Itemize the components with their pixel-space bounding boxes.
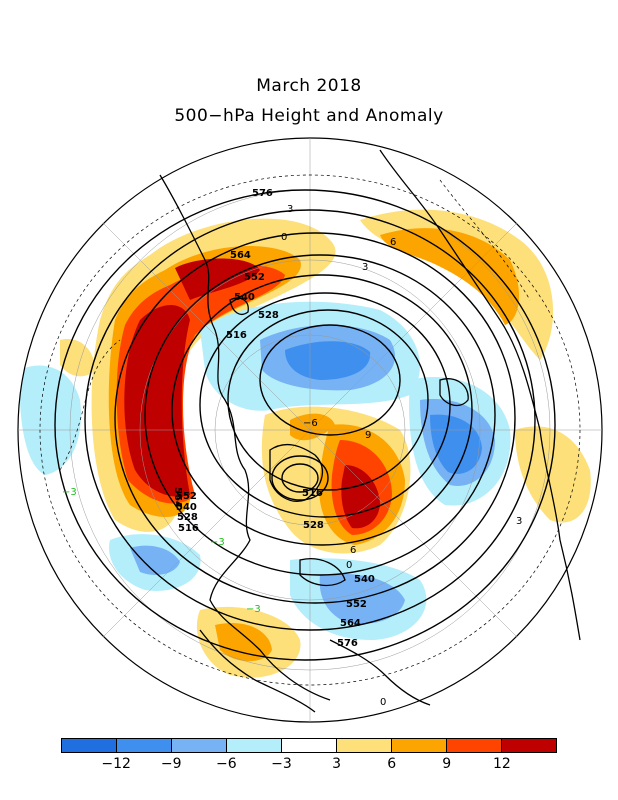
height-contour-label: 528 <box>303 520 324 531</box>
colorbar-tick-label: −6 <box>216 756 237 772</box>
colorbar-swatch <box>117 739 172 752</box>
height-contour <box>199 292 451 518</box>
coastline <box>379 149 581 641</box>
height-contour-layer <box>54 189 556 661</box>
height-contour <box>259 324 401 436</box>
anomaly-positive-region <box>215 622 272 662</box>
height-contour-label: 552 <box>176 491 197 502</box>
anomaly-contour-label: 6 <box>350 545 356 556</box>
colorbar-swatch <box>337 739 392 752</box>
coastline <box>199 629 316 713</box>
colorbar-swatch <box>282 739 337 752</box>
coastline <box>159 174 331 701</box>
map-title: March 2018 <box>256 76 362 96</box>
height-contour-label: 528 <box>258 310 279 321</box>
anomaly-contour-label: 0 <box>380 697 386 708</box>
height-contour-label: 552 <box>244 272 265 283</box>
coastline <box>299 558 346 587</box>
colorbar-tick-label: −9 <box>160 756 182 772</box>
height-contour-label: 528 <box>177 512 198 523</box>
height-contour <box>271 455 329 501</box>
coastline <box>439 378 469 407</box>
height-label-layer: 576 564 552 540 528 516 564 552 540 528 … <box>172 188 375 649</box>
height-contour <box>54 189 556 661</box>
height-contour <box>171 274 473 546</box>
longitude-line <box>102 222 518 638</box>
anomaly-contour <box>59 339 121 471</box>
anomaly-contour-label: 0 <box>281 232 287 243</box>
anomaly-contour-label: −6 <box>303 418 318 429</box>
height-contour-label: 540 <box>176 502 197 513</box>
colorbar-swatch <box>62 739 117 752</box>
anomaly-negative-region <box>19 365 81 475</box>
height-contour-label: 576 <box>252 188 273 199</box>
anomaly-negative-region <box>285 341 371 380</box>
colorbar-swatch <box>502 739 556 752</box>
colorbar-tick-label: 9 <box>442 756 452 772</box>
colorbar-swatch <box>172 739 227 752</box>
height-contour-label: 516 <box>178 523 199 534</box>
height-contour-label: 516 <box>226 330 247 341</box>
coastline <box>269 443 324 502</box>
anomaly-negative-region <box>430 414 482 474</box>
anomaly-contour-label: −3 <box>246 604 261 615</box>
colorbar-swatch <box>227 739 282 752</box>
anomaly-positive-region <box>515 426 591 523</box>
anomaly-contour <box>39 174 581 686</box>
map-subtitle: 500−hPa Height and Anomaly <box>174 106 444 126</box>
anomaly-contour-label: 3 <box>516 516 522 527</box>
colorbar-swatch <box>447 739 502 752</box>
outline-layer <box>17 137 603 723</box>
anomaly-negative-region <box>319 573 405 624</box>
colorbar-tick-label: 12 <box>492 756 511 772</box>
anomaly-contour-label: 9 <box>365 430 371 441</box>
anomaly-positive-region <box>380 228 520 325</box>
anomaly-contour-label: 3 <box>287 204 293 215</box>
height-contour-label: 516 <box>302 488 323 499</box>
height-contour <box>144 254 496 576</box>
colorbar-tick-label: 6 <box>387 756 397 772</box>
colorbar-tick-label: −3 <box>271 756 292 772</box>
anomaly-contour-label: −3 <box>210 537 225 548</box>
height-contour-label: 564 <box>172 487 183 508</box>
anomaly-contour-layer <box>39 174 581 686</box>
colorbar-tick-label: −12 <box>101 756 131 772</box>
height-contour <box>114 232 516 604</box>
anomaly-contour <box>439 179 531 301</box>
height-contour-label: 540 <box>234 292 255 303</box>
anomaly-negative-region <box>130 545 180 575</box>
anomaly-contour-label: 3 <box>362 262 368 273</box>
anomaly-contour-label: 0 <box>346 560 352 571</box>
height-contour <box>281 463 319 493</box>
height-contour <box>227 309 429 491</box>
anomaly-contour-label: 6 <box>390 237 396 248</box>
height-contour-label: 576 <box>337 638 358 649</box>
height-contour-label: 552 <box>346 599 367 610</box>
anomaly-positive-region <box>290 413 335 441</box>
colorbar <box>61 738 557 753</box>
anomaly-label-layer: 0 3 6 −3 −6 9 3 3 −3 0 6 0 −3 <box>62 204 522 708</box>
colorbar-swatch <box>392 739 447 752</box>
height-contour-label: 564 <box>340 618 361 629</box>
anomaly-positive-region <box>124 305 190 497</box>
height-contour-label: 540 <box>354 574 375 585</box>
height-contour <box>84 209 536 631</box>
height-contour-label: 564 <box>230 250 251 261</box>
anomaly-contour-label: −3 <box>62 487 77 498</box>
colorbar-tick-label: 3 <box>332 756 342 772</box>
